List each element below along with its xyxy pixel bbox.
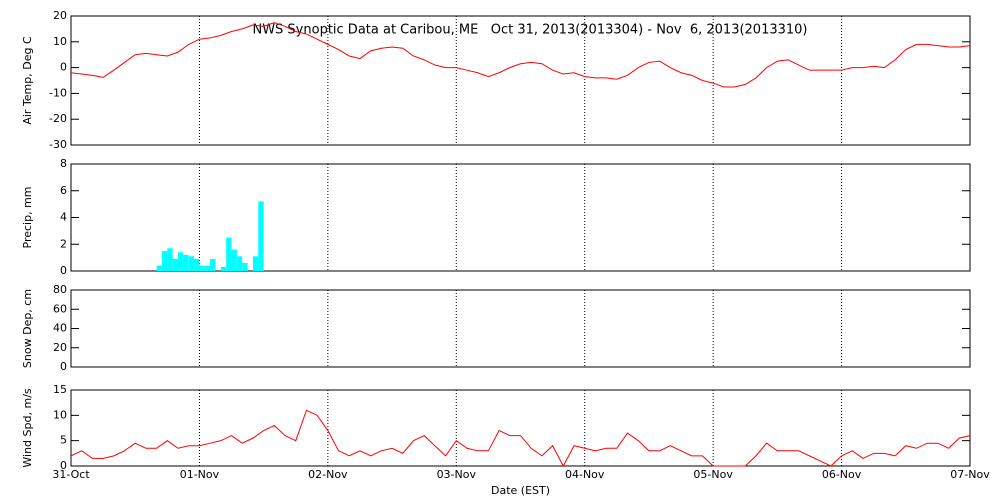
x-tick-label: 04-Nov: [565, 468, 605, 481]
y-tick-label: -10: [49, 86, 67, 99]
x-tick-label: 07-Nov: [950, 468, 990, 481]
bar: [236, 256, 243, 271]
x-tick-label: 31-Oct: [52, 468, 90, 481]
y-tick-label: -30: [49, 138, 67, 151]
x-axis-label: Date (EST): [491, 484, 550, 497]
y-tick-label: 10: [53, 35, 67, 48]
bar: [252, 256, 259, 271]
y-tick-label: 0: [60, 264, 67, 277]
plot-frame: [70, 15, 971, 146]
bar: [194, 258, 200, 271]
x-tick-label: 03-Nov: [437, 468, 477, 481]
bar: [226, 237, 232, 271]
bar: [156, 265, 162, 271]
y-tick-label: 8: [60, 157, 67, 170]
x-tick-label: 06-Nov: [822, 468, 862, 481]
y-tick-label: 80: [53, 283, 67, 296]
y-tick-label: 20: [53, 9, 67, 22]
y-axis-label: Snow Dep, cm: [21, 289, 34, 368]
bar: [242, 262, 248, 271]
y-tick-label: 2: [60, 237, 67, 250]
y-axis-label: Air Temp, Deg C: [21, 36, 34, 125]
data-line: [70, 22, 971, 88]
bar: [172, 258, 179, 271]
bar: [178, 252, 184, 271]
bar: [258, 201, 264, 271]
y-axis-label: Precip, mm: [21, 187, 34, 249]
bar: [161, 250, 168, 271]
plot-frame: [70, 389, 971, 467]
data-line: [70, 409, 971, 468]
y-tick-label: 10: [53, 408, 67, 421]
y-tick-label: -20: [49, 112, 67, 125]
y-tick-label: 20: [53, 341, 67, 354]
y-tick-label: 6: [60, 184, 67, 197]
y-tick-label: 0: [60, 61, 67, 74]
bar: [167, 248, 173, 271]
x-tick-label: 05-Nov: [693, 468, 733, 481]
y-tick-label: 5: [60, 434, 67, 447]
bar: [188, 256, 195, 271]
y-tick-label: 4: [60, 211, 67, 224]
bar: [220, 266, 227, 271]
x-tick-label: 02-Nov: [308, 468, 348, 481]
y-tick-label: 40: [53, 322, 67, 335]
bar: [199, 265, 205, 271]
y-tick-label: 0: [60, 459, 67, 472]
bar: [204, 265, 211, 271]
y-axis-label: Wind Spd, m/s: [21, 388, 34, 468]
x-tick-label: 01-Nov: [180, 468, 220, 481]
chart-title: NWS Synoptic Data at Caribou, ME Oct 31,…: [252, 23, 807, 38]
bar: [210, 258, 216, 271]
y-tick-label: 15: [53, 383, 67, 396]
y-tick-label: 60: [53, 302, 67, 315]
bar: [231, 249, 237, 271]
y-tick-label: 0: [60, 360, 67, 373]
bar: [183, 254, 189, 271]
